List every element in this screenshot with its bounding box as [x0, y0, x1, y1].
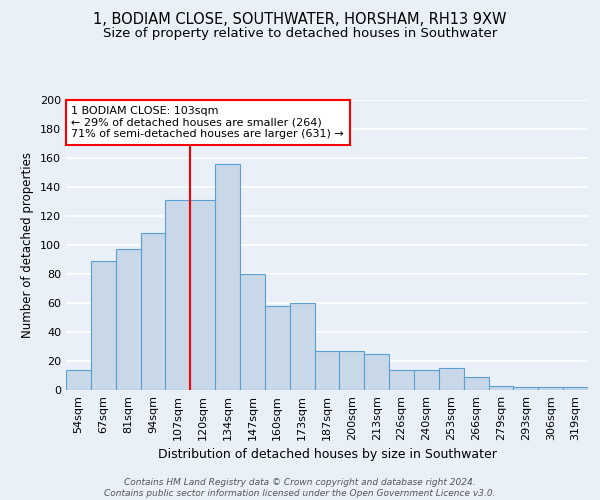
Text: 1, BODIAM CLOSE, SOUTHWATER, HORSHAM, RH13 9XW: 1, BODIAM CLOSE, SOUTHWATER, HORSHAM, RH… [93, 12, 507, 28]
Bar [215, 164, 240, 390]
Bar [116, 250, 140, 390]
Bar [66, 370, 91, 390]
Bar [389, 370, 414, 390]
Bar [488, 386, 514, 390]
Bar [514, 387, 538, 390]
Y-axis label: Number of detached properties: Number of detached properties [22, 152, 34, 338]
Text: 1 BODIAM CLOSE: 103sqm
← 29% of detached houses are smaller (264)
71% of semi-de: 1 BODIAM CLOSE: 103sqm ← 29% of detached… [71, 106, 344, 139]
Bar [140, 234, 166, 390]
Text: Contains HM Land Registry data © Crown copyright and database right 2024.
Contai: Contains HM Land Registry data © Crown c… [104, 478, 496, 498]
Bar [314, 351, 340, 390]
Bar [563, 387, 588, 390]
X-axis label: Distribution of detached houses by size in Southwater: Distribution of detached houses by size … [158, 448, 496, 462]
Bar [538, 387, 563, 390]
Bar [464, 377, 488, 390]
Text: Size of property relative to detached houses in Southwater: Size of property relative to detached ho… [103, 28, 497, 40]
Bar [439, 368, 464, 390]
Bar [190, 200, 215, 390]
Bar [240, 274, 265, 390]
Bar [166, 200, 190, 390]
Bar [340, 351, 364, 390]
Bar [364, 354, 389, 390]
Bar [265, 306, 290, 390]
Bar [91, 261, 116, 390]
Bar [414, 370, 439, 390]
Bar [290, 303, 314, 390]
